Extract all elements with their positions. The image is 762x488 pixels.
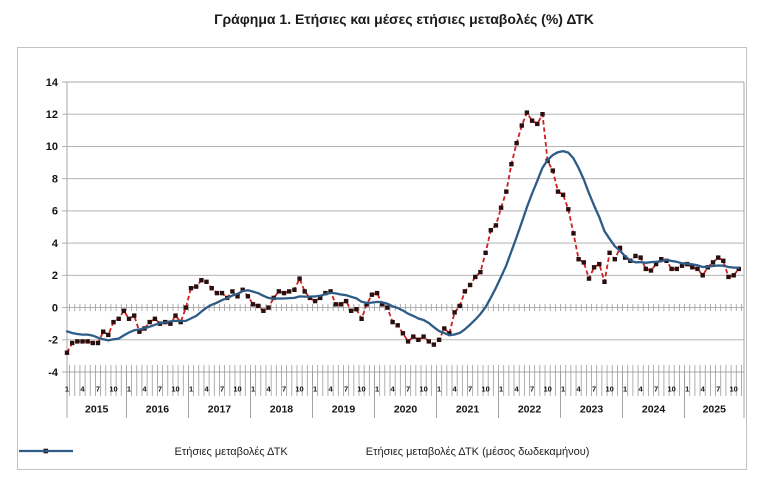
svg-text:1: 1 [65, 385, 69, 394]
svg-text:-4: -4 [48, 367, 59, 379]
svg-text:2015: 2015 [85, 404, 109, 416]
svg-text:7: 7 [282, 385, 286, 394]
svg-text:10: 10 [543, 385, 551, 394]
svg-text:1: 1 [313, 385, 317, 394]
svg-text:1: 1 [685, 385, 689, 394]
svg-text:4: 4 [204, 385, 209, 394]
svg-text:2023: 2023 [580, 404, 604, 416]
svg-text:4: 4 [80, 385, 85, 394]
svg-text:7: 7 [654, 385, 658, 394]
legend-label-average: Ετήσιες μεταβολές ΔΤΚ (μέσος δωδεκαμήνου… [365, 446, 590, 458]
svg-text:2021: 2021 [456, 404, 480, 416]
legend-label-annual: Ετήσιες μεταβολές ΔΤΚ [174, 446, 288, 458]
legend-item-annual: Ετήσιες μεταβολές ΔΤΚ [19, 446, 288, 458]
average-series-line-icon [19, 449, 73, 453]
svg-text:7: 7 [220, 385, 224, 394]
svg-text:4: 4 [328, 385, 333, 394]
svg-text:4: 4 [701, 385, 706, 394]
svg-text:7: 7 [158, 385, 162, 394]
svg-text:4: 4 [142, 385, 147, 394]
svg-text:2022: 2022 [518, 404, 542, 416]
svg-text:2016: 2016 [146, 404, 170, 416]
svg-text:10: 10 [46, 141, 58, 153]
svg-text:6: 6 [52, 206, 58, 218]
svg-text:7: 7 [344, 385, 348, 394]
svg-text:1: 1 [561, 385, 565, 394]
svg-text:10: 10 [605, 385, 613, 394]
svg-text:1: 1 [251, 385, 255, 394]
svg-text:12: 12 [46, 109, 58, 121]
svg-text:4: 4 [639, 385, 644, 394]
svg-text:4: 4 [453, 385, 458, 394]
chart-title: Γράφημα 1. Ετήσιες και μέσες ετήσιες μετ… [214, 11, 594, 27]
svg-text:0: 0 [52, 302, 58, 314]
svg-text:2025: 2025 [703, 404, 727, 416]
svg-text:10: 10 [729, 385, 737, 394]
svg-text:7: 7 [96, 385, 100, 394]
svg-text:10: 10 [109, 385, 117, 394]
svg-text:8: 8 [52, 173, 58, 185]
svg-text:-2: -2 [48, 335, 58, 347]
svg-text:4: 4 [266, 385, 271, 394]
svg-text:1: 1 [499, 385, 503, 394]
svg-text:7: 7 [716, 385, 720, 394]
svg-text:2: 2 [52, 270, 58, 282]
svg-text:4: 4 [52, 238, 59, 250]
svg-text:7: 7 [530, 385, 534, 394]
svg-text:10: 10 [233, 385, 241, 394]
svg-text:10: 10 [667, 385, 675, 394]
chart-frame: -4 -2 0 2 4 6 8 10 12 14 1 4 7 10 2015 1 4 7 10 2016 1 4 7 10 20… [17, 47, 747, 470]
svg-text:2018: 2018 [270, 404, 294, 416]
svg-text:2017: 2017 [208, 404, 232, 416]
svg-text:14: 14 [46, 77, 59, 89]
svg-text:10: 10 [419, 385, 427, 394]
svg-text:10: 10 [295, 385, 303, 394]
svg-text:1: 1 [189, 385, 193, 394]
svg-text:2019: 2019 [332, 404, 356, 416]
svg-text:7: 7 [468, 385, 472, 394]
svg-text:4: 4 [515, 385, 520, 394]
svg-text:1: 1 [437, 385, 441, 394]
legend-item-average: Ετήσιες μεταβολές ΔΤΚ (μέσος δωδεκαμήνου… [19, 446, 590, 458]
chart-legend: Ετήσιες μεταβολές ΔΤΚ Ετήσιες μεταβολές … [18, 446, 746, 458]
svg-text:1: 1 [127, 385, 131, 394]
svg-text:7: 7 [592, 385, 596, 394]
svg-text:2024: 2024 [642, 404, 666, 416]
svg-text:2020: 2020 [394, 404, 418, 416]
svg-text:10: 10 [357, 385, 365, 394]
svg-text:1: 1 [375, 385, 379, 394]
svg-text:7: 7 [406, 385, 410, 394]
svg-text:10: 10 [481, 385, 489, 394]
svg-text:1: 1 [623, 385, 627, 394]
svg-text:4: 4 [577, 385, 582, 394]
svg-text:10: 10 [171, 385, 179, 394]
svg-text:4: 4 [390, 385, 395, 394]
